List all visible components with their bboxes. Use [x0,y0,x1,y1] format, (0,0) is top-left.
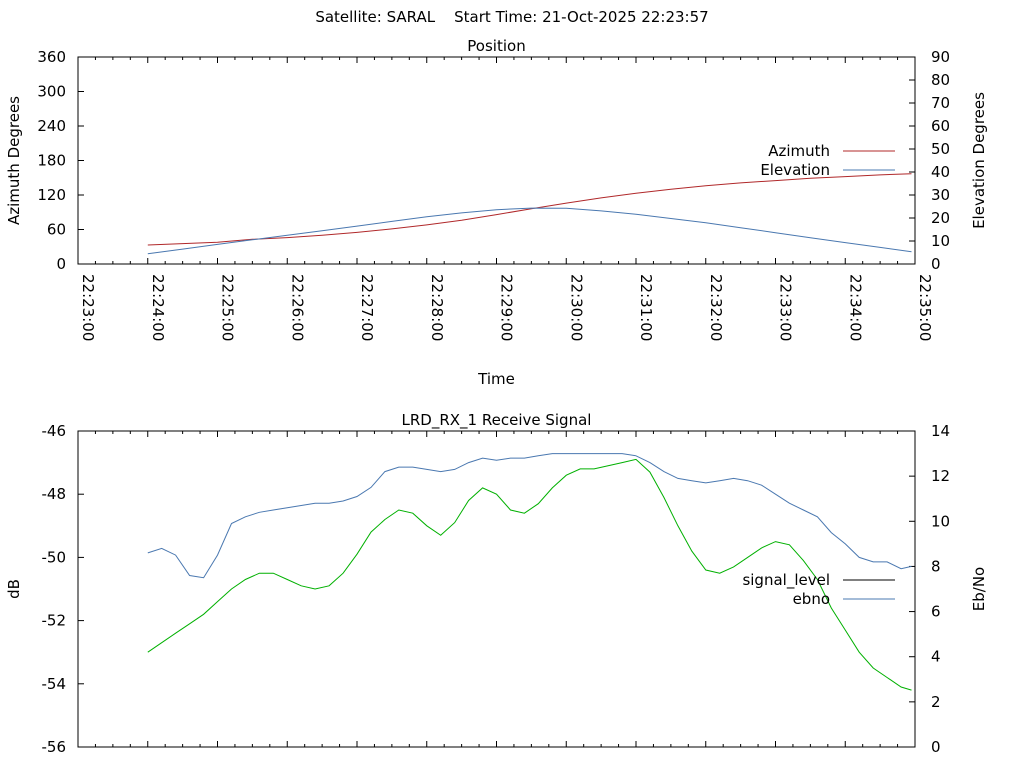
y2-tick-label: 14 [931,422,950,440]
x-tick-label: 22:29:00 [498,274,516,341]
y-tick-label: 60 [47,221,66,239]
x-tick-label: 22:24:00 [149,274,167,341]
y2-tick-label: 10 [931,232,950,250]
y2-tick-label: 30 [931,186,950,204]
y2-axis-label: Elevation Degrees [970,92,988,229]
y2-tick-label: 90 [931,48,950,66]
x-axis-label: Time [477,370,515,388]
x-tick-label: 22:35:00 [916,274,934,341]
y2-tick-label: 0 [931,255,941,273]
legend-label: signal_level [742,571,830,590]
series-line-Elevation [147,207,912,255]
y-tick-label: 0 [56,255,66,273]
y2-tick-label: 50 [931,140,950,158]
y-tick-label: 360 [37,48,66,66]
legend-label: Elevation [760,161,830,179]
chart-title: LRD_RX_1 Receive Signal [402,411,592,430]
x-tick-label: 22:32:00 [707,274,725,341]
y-axis-label: Azimuth Degrees [5,96,23,225]
start-time-label: Start Time: 21-Oct-2025 22:23:57 [454,8,709,26]
y2-tick-label: 0 [931,738,941,756]
y2-tick-label: 8 [931,557,941,575]
series-line-signal_level [147,458,912,691]
y2-tick-label: 60 [931,117,950,135]
y2-tick-label: 20 [931,209,950,227]
series-line-Azimuth [147,173,912,246]
y2-tick-label: 40 [931,163,950,181]
series-line-ebno [147,453,912,579]
x-tick-label: 22:34:00 [846,274,864,341]
y-tick-label: 180 [37,152,66,170]
y-tick-label: -46 [42,422,67,440]
chart-title: Position [467,37,525,55]
plot-frame [77,430,916,748]
y-tick-label: -52 [42,612,67,630]
x-tick-label: 22:23:00 [79,274,97,341]
satellite-label: Satellite: SARAL [315,8,436,26]
y-tick-label: -50 [42,548,67,566]
y-tick-label: 300 [37,83,66,101]
y2-tick-label: 70 [931,94,950,112]
x-tick-label: 22:25:00 [219,274,237,341]
y2-tick-label: 12 [931,467,950,485]
legend-label: ebno [793,590,830,608]
x-tick-label: 22:31:00 [637,274,655,341]
x-tick-label: 22:27:00 [358,274,376,341]
x-tick-label: 22:30:00 [567,274,585,341]
x-tick-label: 22:33:00 [777,274,795,341]
y2-tick-label: 2 [931,693,941,711]
y2-tick-label: 6 [931,603,941,621]
y-axis-label: dB [5,579,23,599]
chart-header: Satellite: SARAL Start Time: 21-Oct-2025… [0,8,1024,26]
y-tick-label: 120 [37,186,66,204]
y2-tick-label: 4 [931,648,941,666]
y-tick-label: 240 [37,117,66,135]
y-tick-label: -48 [42,485,67,503]
y-tick-label: -56 [42,738,67,756]
x-tick-label: 22:26:00 [288,274,306,341]
y2-axis-label: Eb/No [970,567,988,611]
x-tick-label: 22:28:00 [428,274,446,341]
y-tick-label: -54 [42,675,67,693]
y2-tick-label: 80 [931,71,950,89]
legend-label: Azimuth [768,142,830,160]
y2-tick-label: 10 [931,512,950,530]
